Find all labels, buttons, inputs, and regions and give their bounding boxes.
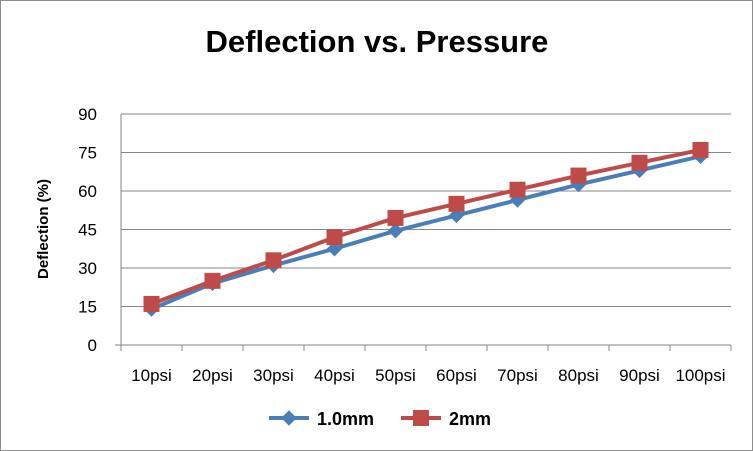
x-tick-label-50psi: 50psi: [375, 366, 416, 385]
series-line-2mm: [150, 147, 701, 306]
x-tick-label-10psi: 10psi: [131, 366, 172, 385]
y-tick-label-30: 30: [78, 259, 97, 278]
data-point-2mm-80psi: [570, 167, 587, 184]
series: [143, 141, 709, 317]
data-point-2mm-90psi: [631, 154, 648, 171]
x-tick-label-80psi: 80psi: [558, 366, 599, 385]
x-tick-label-40psi: 40psi: [314, 366, 355, 385]
x-tick-label-90psi: 90psi: [619, 366, 660, 385]
y-tick-label-60: 60: [78, 182, 97, 201]
data-point-2mm-40psi: [326, 229, 343, 246]
x-tick-label-70psi: 70psi: [497, 366, 538, 385]
y-tick-label-0: 0: [88, 336, 97, 355]
chart-title: Deflection vs. Pressure: [206, 24, 549, 59]
legend-marker-1.0mm: [281, 410, 297, 426]
data-point-2mm-10psi: [143, 295, 160, 312]
y-tick-label-90: 90: [78, 105, 97, 124]
data-point-2mm-100psi: [692, 141, 709, 158]
data-point-2mm-60psi: [448, 195, 465, 212]
data-point-2mm-20psi: [204, 272, 221, 289]
axes: [115, 114, 732, 351]
legend-label-2mm: 2mm: [449, 409, 491, 429]
x-tick-label-20psi: 20psi: [192, 366, 233, 385]
data-point-1.0mm-50psi: [387, 223, 404, 239]
series-2mm: [143, 141, 709, 312]
x-tick-label-30psi: 30psi: [253, 366, 294, 385]
data-point-1.0mm-40psi: [326, 241, 343, 257]
series-line-1.0mm: [150, 154, 701, 311]
series-1.0mm: [143, 148, 709, 317]
x-tick-label-60psi: 60psi: [436, 366, 477, 385]
y-tick-label-15: 15: [78, 298, 97, 317]
x-tick-labels: 10psi 20psi 30psi 40psi 50psi 60psi 70psi 80psi…: [131, 366, 725, 385]
y-tick-label-75: 75: [78, 144, 97, 163]
y-axis-label: Deflection (%): [35, 179, 52, 279]
legend: 1.0mm 2mm: [269, 409, 491, 429]
gridlines: [121, 113, 731, 307]
y-tick-label-45: 45: [78, 221, 97, 240]
legend-label-1.0mm: 1.0mm: [317, 409, 374, 429]
legend-marker-2mm: [413, 410, 429, 426]
data-point-2mm-50psi: [387, 209, 404, 226]
data-point-2mm-70psi: [509, 181, 526, 198]
data-point-2mm-30psi: [265, 252, 282, 269]
data-point-1.0mm-60psi: [448, 207, 465, 224]
y-tick-labels: 0 15 30 45 60 75 90: [78, 105, 97, 355]
x-tick-label-100psi: 100psi: [675, 366, 725, 385]
